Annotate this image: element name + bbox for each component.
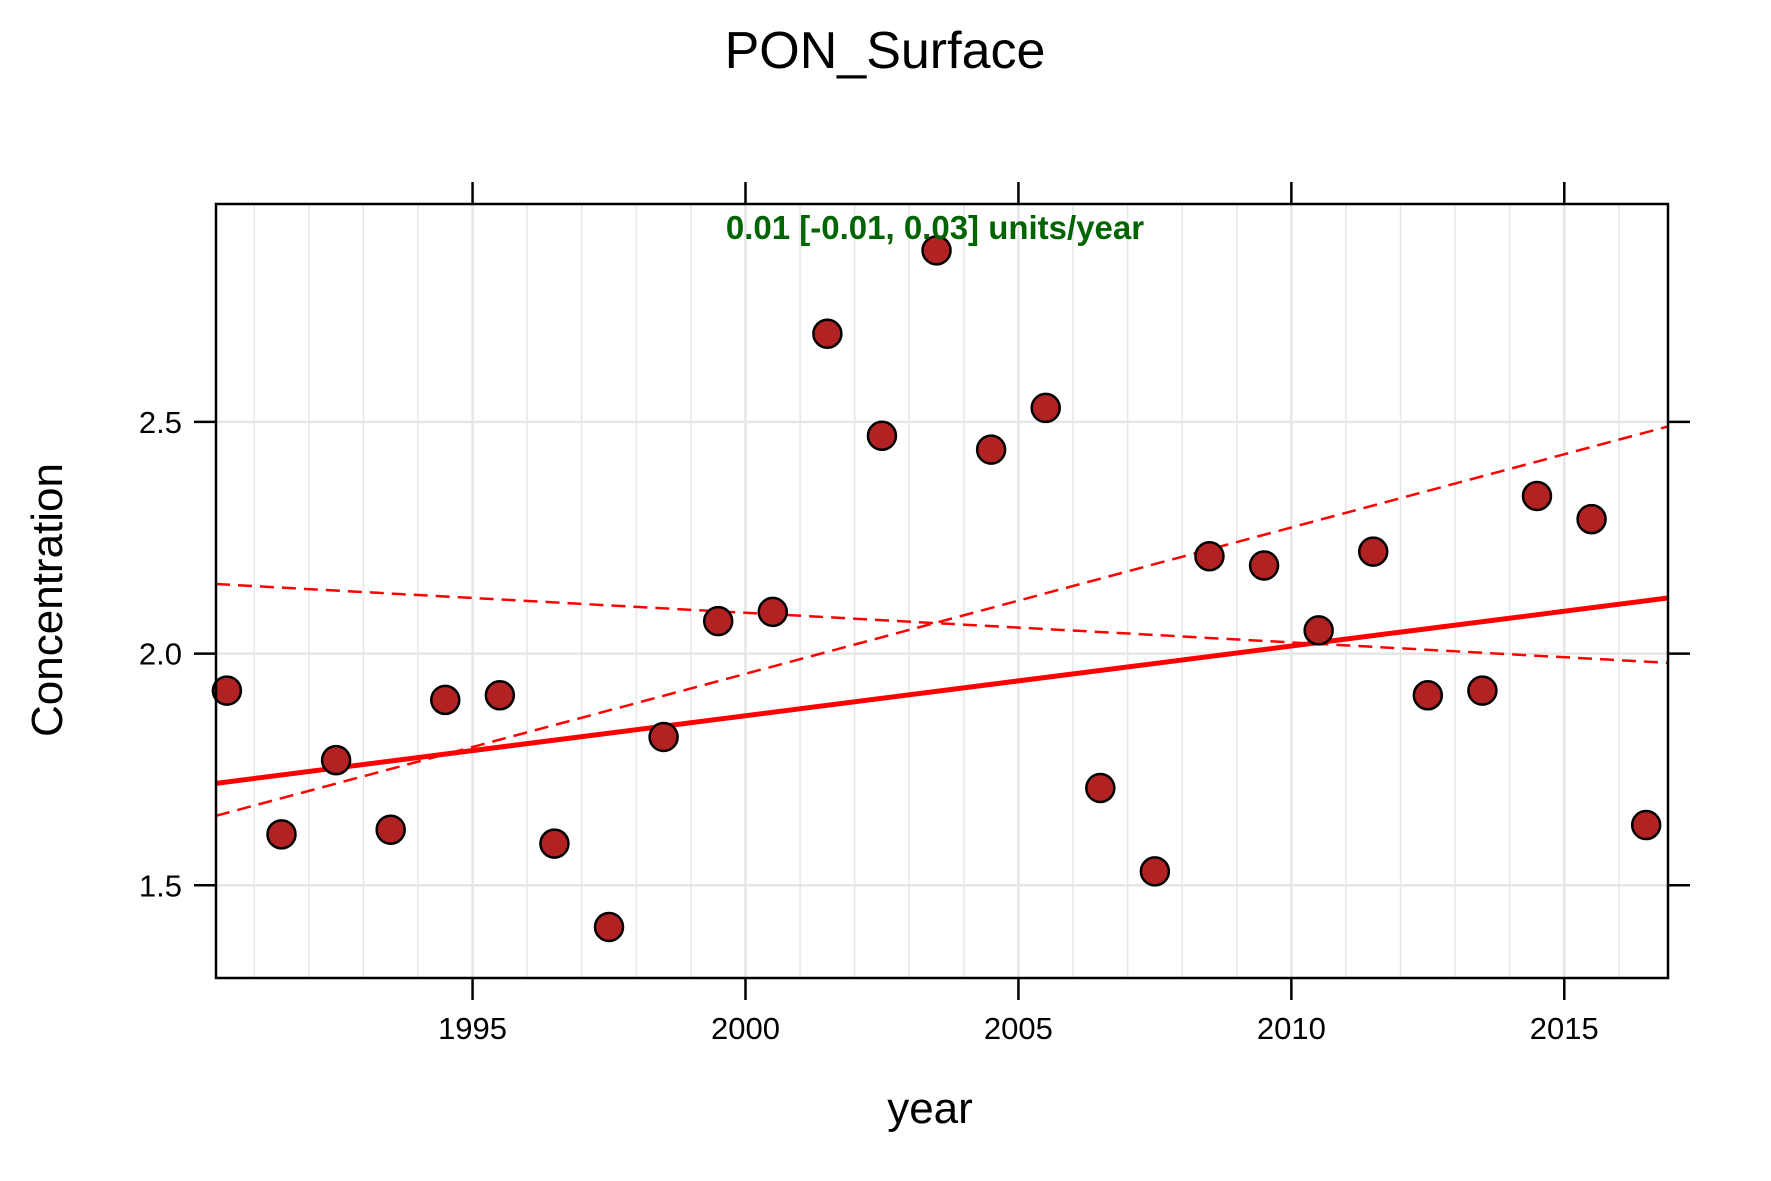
chart-title: PON_Surface xyxy=(725,22,1046,80)
data-point xyxy=(593,911,625,943)
data-point xyxy=(757,596,789,628)
data-point xyxy=(211,675,243,706)
data-point xyxy=(1576,503,1607,535)
data-point xyxy=(1630,809,1662,841)
data-point xyxy=(1085,772,1116,804)
data-point xyxy=(375,814,406,845)
x-tick-label: 2010 xyxy=(1257,1011,1326,1046)
trend-lines xyxy=(216,425,1668,817)
x-tick-label: 1995 xyxy=(438,1011,507,1046)
data-point xyxy=(1303,615,1334,646)
data-point xyxy=(484,680,516,711)
data-points xyxy=(211,235,1662,943)
trend-annotation: 0.01 [-0.01, 0.03] units/year xyxy=(726,209,1144,246)
x-tick-label: 2005 xyxy=(984,1011,1053,1046)
y-tick-label: 1.5 xyxy=(139,868,182,903)
data-point xyxy=(702,605,734,637)
data-point xyxy=(1357,536,1389,567)
grid-lines xyxy=(216,204,1668,978)
data-point xyxy=(1248,550,1280,581)
data-point xyxy=(975,434,1007,465)
ci-lower-line xyxy=(216,582,1668,665)
data-point xyxy=(648,721,679,753)
plot-frame xyxy=(214,202,1670,980)
data-point xyxy=(1030,392,1061,424)
x-tick-label: 2015 xyxy=(1530,1011,1599,1046)
data-point xyxy=(1139,856,1171,887)
data-point xyxy=(1467,675,1498,706)
y-tick-label: 2.5 xyxy=(139,405,182,440)
data-point xyxy=(539,828,570,859)
x-axis-label: year xyxy=(887,1084,973,1133)
x-tick-label: 2000 xyxy=(711,1011,780,1046)
data-point xyxy=(1521,480,1553,512)
data-point xyxy=(266,819,297,850)
axis-ticks: 1995 2000 2005 2010 2015 1.5 2.0 2.5 xyxy=(139,182,1690,1046)
data-point xyxy=(430,684,461,716)
data-point xyxy=(1412,680,1444,711)
data-point xyxy=(866,420,898,451)
data-point xyxy=(1194,540,1225,572)
data-point xyxy=(812,318,843,350)
trend-line xyxy=(216,595,1668,786)
y-tick-label: 2.0 xyxy=(139,637,182,672)
data-point xyxy=(921,235,952,266)
y-axis-label: Concentration xyxy=(23,463,72,737)
data-point xyxy=(320,744,352,776)
